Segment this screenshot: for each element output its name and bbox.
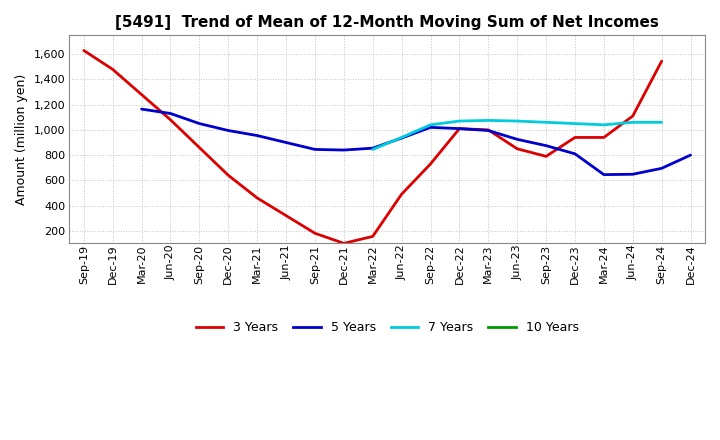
3 Years xyxy=(166,117,175,122)
5 Years xyxy=(369,146,377,151)
5 Years xyxy=(397,136,406,141)
3 Years xyxy=(310,231,319,236)
Line: 5 Years: 5 Years xyxy=(142,109,690,175)
Line: 7 Years: 7 Years xyxy=(373,121,662,150)
7 Years xyxy=(657,120,666,125)
3 Years xyxy=(195,145,204,150)
7 Years xyxy=(541,120,550,125)
3 Years xyxy=(369,234,377,239)
5 Years xyxy=(138,106,146,112)
7 Years xyxy=(426,122,435,128)
5 Years xyxy=(484,128,492,133)
Title: [5491]  Trend of Mean of 12-Month Moving Sum of Net Incomes: [5491] Trend of Mean of 12-Month Moving … xyxy=(115,15,659,30)
5 Years xyxy=(340,147,348,153)
3 Years xyxy=(253,195,261,201)
7 Years xyxy=(600,122,608,128)
5 Years xyxy=(282,140,290,145)
5 Years xyxy=(224,128,233,133)
Line: 3 Years: 3 Years xyxy=(84,51,662,243)
7 Years xyxy=(513,118,521,124)
3 Years xyxy=(657,59,666,64)
5 Years xyxy=(600,172,608,177)
5 Years xyxy=(571,151,580,157)
7 Years xyxy=(455,118,464,124)
3 Years xyxy=(224,172,233,178)
3 Years xyxy=(79,48,88,53)
5 Years xyxy=(541,143,550,148)
5 Years xyxy=(455,126,464,131)
3 Years xyxy=(138,92,146,97)
5 Years xyxy=(195,121,204,126)
3 Years xyxy=(541,154,550,159)
3 Years xyxy=(600,135,608,140)
3 Years xyxy=(455,126,464,131)
3 Years xyxy=(282,213,290,218)
5 Years xyxy=(253,133,261,138)
Y-axis label: Amount (million yen): Amount (million yen) xyxy=(15,74,28,205)
7 Years xyxy=(629,120,637,125)
3 Years xyxy=(629,114,637,119)
7 Years xyxy=(369,147,377,152)
5 Years xyxy=(166,111,175,116)
3 Years xyxy=(340,241,348,246)
7 Years xyxy=(571,121,580,126)
3 Years xyxy=(513,146,521,151)
7 Years xyxy=(484,118,492,123)
3 Years xyxy=(397,191,406,197)
3 Years xyxy=(426,161,435,167)
5 Years xyxy=(310,147,319,152)
3 Years xyxy=(571,135,580,140)
5 Years xyxy=(513,137,521,142)
3 Years xyxy=(109,67,117,72)
5 Years xyxy=(686,152,695,158)
7 Years xyxy=(397,135,406,140)
Legend: 3 Years, 5 Years, 7 Years, 10 Years: 3 Years, 5 Years, 7 Years, 10 Years xyxy=(191,316,584,339)
5 Years xyxy=(426,125,435,130)
5 Years xyxy=(657,166,666,171)
3 Years xyxy=(484,127,492,132)
5 Years xyxy=(629,172,637,177)
